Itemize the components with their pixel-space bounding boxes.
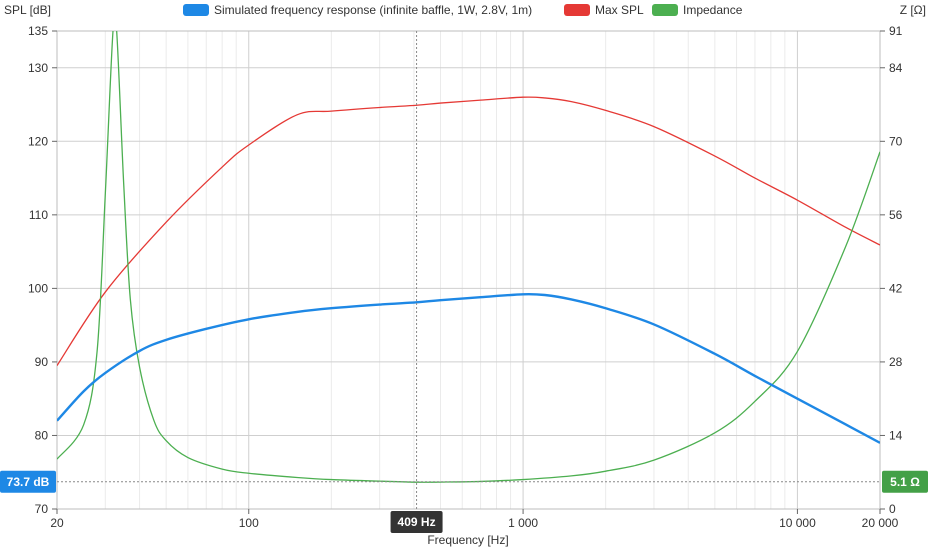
left-tick-label: 100 xyxy=(28,281,48,295)
legend-item-max-spl[interactable]: Max SPL xyxy=(564,3,644,17)
cursor-impedance-label: 5.1 Ω xyxy=(890,475,920,489)
x-tick-label: 1 000 xyxy=(508,516,538,530)
x-tick-label: 20 xyxy=(50,516,64,530)
right-tick-label: 84 xyxy=(889,61,903,75)
x-tick-label: 100 xyxy=(239,516,259,530)
max-spl-line xyxy=(57,96,880,366)
cursor-spl-label: 73.7 dB xyxy=(7,475,50,489)
impedance-line xyxy=(57,31,880,483)
x-tick-label: 10 000 xyxy=(779,516,816,530)
left-axis-title: SPL [dB] xyxy=(4,3,51,17)
x-axis-ticks: 20 100 1 000 10 000 20 000 xyxy=(50,509,899,530)
right-tick-label: 14 xyxy=(889,428,903,442)
major-grid xyxy=(56,30,881,510)
right-axis-ticks: 0 14 28 42 56 70 84 91 xyxy=(880,24,903,516)
x-tick-label: 20 000 xyxy=(862,516,899,530)
legend-item-frequency-response[interactable]: Simulated frequency response (infinite b… xyxy=(183,3,532,17)
right-tick-label: 56 xyxy=(889,208,903,222)
left-tick-label: 130 xyxy=(28,61,48,75)
right-tick-label: 28 xyxy=(889,355,903,369)
right-axis-title: Z [Ω] xyxy=(900,3,926,17)
legend: Simulated frequency response (infinite b… xyxy=(183,3,743,17)
series-layer xyxy=(57,31,880,483)
legend-item-impedance[interactable]: Impedance xyxy=(652,3,743,17)
minor-grid xyxy=(104,31,786,509)
right-tick-label: 42 xyxy=(889,281,903,295)
cursor-impedance-badge xyxy=(882,470,928,493)
left-tick-label: 110 xyxy=(29,208,48,222)
right-tick-label: 70 xyxy=(889,134,903,148)
legend-label-impedance: Impedance xyxy=(683,3,743,17)
left-tick-label: 135 xyxy=(28,24,48,38)
left-axis-ticks: 70 80 90 100 110 120 130 135 xyxy=(28,24,57,516)
left-tick-label: 90 xyxy=(35,355,49,369)
left-tick-label: 70 xyxy=(35,502,49,516)
frequency-response-line xyxy=(57,292,880,444)
legend-swatch-max-spl xyxy=(564,4,590,16)
left-tick-label: 80 xyxy=(35,428,49,442)
right-tick-label: 91 xyxy=(889,24,903,38)
cursor-spl-badge xyxy=(0,470,56,493)
x-axis-title: Frequency [Hz] xyxy=(427,533,508,547)
left-tick-label: 120 xyxy=(28,134,48,148)
legend-swatch-frequency-response xyxy=(183,4,209,16)
cursor-frequency-badge xyxy=(390,511,443,533)
cursor-layer: 409 Hz 73.7 dB 5.1 Ω xyxy=(0,31,928,533)
legend-label-max-spl: Max SPL xyxy=(595,3,644,17)
cursor-frequency-label: 409 Hz xyxy=(398,515,436,529)
legend-label-frequency-response: Simulated frequency response (infinite b… xyxy=(214,3,532,17)
plot-area-frame xyxy=(56,30,881,510)
legend-swatch-impedance xyxy=(652,4,678,16)
right-tick-label: 0 xyxy=(889,502,896,516)
